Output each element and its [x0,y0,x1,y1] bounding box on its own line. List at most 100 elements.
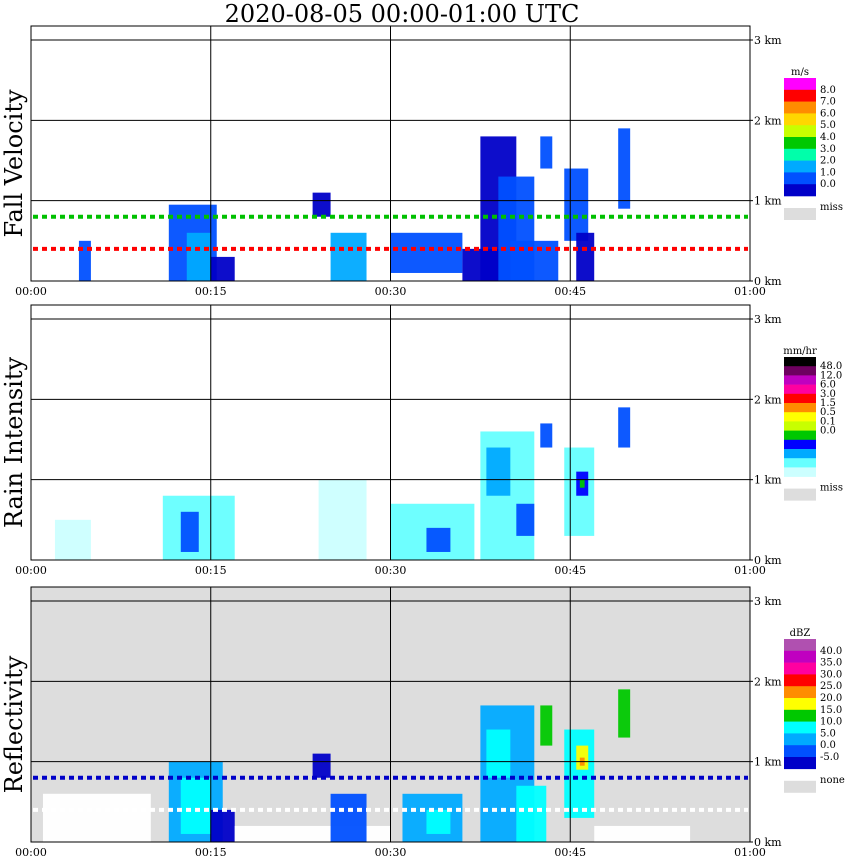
panel-1-colorbar-segment [784,125,816,138]
panel-2-colorbar-segment [784,467,816,477]
panel-2-colorbar-segment [784,403,816,413]
panel-1-echo-cell [312,192,331,217]
panel-1-colorbar-label: 2.0 [820,156,836,167]
panel-1-x-tick-label: 01:00 [734,285,766,298]
panel-3-echo-cell [210,809,235,842]
panel-1-y-tick-label: 0 km [754,275,782,288]
panel-1-colorbar-segment [784,89,816,102]
panel-2-colorbar-unit: mm/hr [783,346,817,357]
panel-3-x-tick-label: 00:00 [15,846,47,859]
panel-2-echo-cell [618,407,631,448]
panel-3-colorbar-missing-swatch [784,780,816,793]
panel-1-colorbar-label: 1.0 [820,167,836,178]
panel-3-echo-cell [330,793,367,842]
panel-1-y-tick-label: 1 km [754,195,782,208]
panel-1-colorbar-label: 7.0 [820,97,836,108]
panel-3-ylabel: Reflectivity [0,655,28,793]
panel-2-colorbar-segment [784,421,816,431]
panel-3-y-tick-label: 1 km [754,756,782,769]
panel-1-x-tick-label: 00:30 [375,285,407,298]
panel-3-colorbar-segment [784,757,816,770]
panel-3-colorbar-segment [784,745,816,758]
panel-1-echo-cell [540,136,553,169]
panel-2-x-tick-label: 01:00 [734,564,766,577]
panel-3-colorbar-segment [784,721,816,734]
panel-3-y-tick-label: 0 km [754,836,782,849]
panel-2-echo-cell [54,519,91,560]
panel-3-echo-cell [618,689,631,738]
panel-1-colorbar-missing-swatch [784,208,816,220]
panel-2-y-tick-label: 1 km [754,474,782,487]
panel-2-echo-cell [426,527,451,552]
panel-3-echo-cell [516,785,547,842]
panel-1-colorbar-label: 8.0 [820,85,836,96]
panel-3-echo-cell [594,825,691,842]
panel-2-colorbar-segment [784,449,816,459]
panel-3-echo-cell [486,729,511,778]
panel-2-colorbar-label: 12.0 [820,370,842,381]
panel-3-colorbar-label: -5.0 [820,752,839,763]
panel-1-echo-cell [390,232,463,273]
panel-2-colorbar-segment [784,393,816,404]
panel-2-echo-cell [579,479,585,488]
panel-3-x-tick-label: 00:30 [375,846,407,859]
panel-1-colorbar-label: 3.0 [820,144,836,155]
panel-1-colorbar-segment [784,101,816,114]
panel-3-colorbar-label: 35.0 [820,658,842,669]
panel-1-colorbar-segment [784,160,816,173]
panel-3-colorbar-segment [784,698,816,711]
panel-2-x-tick-label: 00:15 [195,564,227,577]
panel-1-colorbar-segment [784,172,816,185]
panel-1-ylabel: Fall Velocity [0,89,28,238]
panel-3-colorbar-label: 40.0 [820,646,842,657]
panel-3-colorbar-unit: dBZ [790,628,811,639]
panel-2-colorbar-segment [784,384,816,395]
panel-2-colorbar-label: 6.0 [820,380,836,391]
panel-3-echo-cell [426,809,451,834]
panel-1-x-tick-label: 00:45 [554,285,586,298]
panel-3-colorbar-segment [784,650,816,663]
panel-3-echo-cell [42,793,151,842]
panel-2-y-tick-label: 2 km [754,393,782,406]
panel-3-echo-cell [312,753,331,778]
panel-1-colorbar-label: 6.0 [820,108,836,119]
panel-3-colorbar-label: 25.0 [820,681,842,692]
panel-3-y-tick-label: 2 km [754,675,782,688]
panel-1-echo-cell [78,240,91,281]
panel-2-echo-cell [516,503,535,536]
panel-2-x-tick-label: 00:45 [554,564,586,577]
panel-1-echo-cell [510,240,559,281]
panel-2-colorbar-segment [784,430,816,441]
panel-2-echo-cell [180,511,199,552]
panel-1-frame [30,25,751,282]
panel-1-colorbar-label: 0.0 [820,179,836,190]
panel-3-y-tick-label: 3 km [754,595,782,608]
panel-1-echo-cell [210,256,235,281]
panel-1-y-tick-label: 2 km [754,114,782,127]
panel-3-echo-cell [180,777,211,834]
panel-1-x-tick-label: 00:00 [15,285,47,298]
panel-3-colorbar-label: 30.0 [820,669,842,680]
panel-2-frame [30,304,751,561]
panel-1-colorbar-segment [784,113,816,126]
panel-3-colorbar-segment [784,733,816,746]
panel-1-colorbar-segment [784,184,816,197]
panel-3-colorbar-label: 10.0 [820,717,842,728]
panel-1-echo-cell [330,232,367,281]
panel-3-x-tick-label: 00:15 [195,846,227,859]
panel-1-y-tick-label: 3 km [754,34,782,47]
panel-3-colorbar-label: 0.0 [820,740,836,751]
panel-1-echo-cell [618,128,631,209]
panel-2-colorbar-segment [784,439,816,450]
panel-3-echo-cell [576,745,589,770]
panel-3-colorbar-segment [784,686,816,699]
panel-2-colorbar-segment [784,366,816,376]
panel-3-colorbar-label: 15.0 [820,705,842,716]
panel-2-x-tick-label: 00:30 [375,564,407,577]
panel-1-echo-cell [576,232,595,281]
panel-2-echo-cell [318,479,367,560]
panel-1-colorbar-segment [784,78,816,91]
panel-1-colorbar-missing-label: miss [820,202,843,213]
panel-2-colorbar-label: 48.0 [820,361,842,372]
